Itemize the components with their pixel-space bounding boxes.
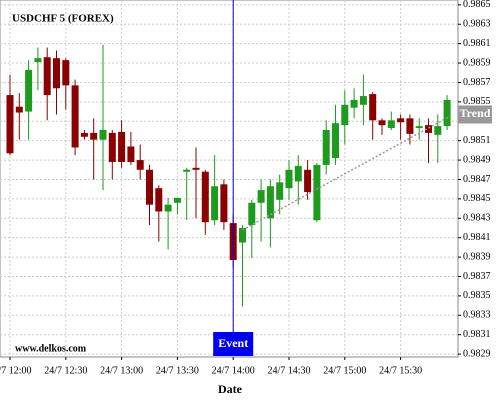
- event-label: Event: [218, 336, 248, 350]
- y-tick-label: 0.9863: [463, 19, 491, 30]
- y-tick-label: 0.9847: [463, 174, 491, 185]
- candle-body: [118, 131, 126, 163]
- trend-line: [242, 113, 454, 231]
- y-tick-label: 0.9841: [463, 232, 491, 243]
- x-tick-label: 24/7 12:30: [44, 365, 87, 376]
- candle-body: [257, 190, 265, 203]
- candle-body: [108, 132, 116, 163]
- candle-body: [248, 202, 256, 226]
- y-tick-label: 0.9859: [463, 57, 491, 68]
- trend-label-box: [458, 105, 492, 124]
- candle-body: [406, 118, 414, 134]
- candle-body: [99, 129, 107, 140]
- candle-body: [146, 169, 153, 205]
- candle-body: [183, 169, 191, 172]
- candle-body: [192, 167, 200, 170]
- candle-body: [397, 118, 405, 123]
- x-tick-label: 24/7 15:30: [379, 365, 422, 376]
- candle-body: [201, 171, 209, 223]
- candle-body: [266, 186, 274, 219]
- candle-body: [80, 132, 88, 137]
- candle-body: [341, 104, 349, 126]
- candle-body: [43, 57, 51, 96]
- candle-body: [25, 69, 33, 112]
- candle-body: [136, 160, 144, 170]
- candle-body: [369, 94, 377, 121]
- event-label-box: [213, 332, 254, 356]
- x-axis-label: Date: [218, 382, 243, 396]
- candle-body: [164, 204, 172, 212]
- candle-body: [6, 95, 14, 154]
- y-tick-label: 0.9833: [463, 310, 491, 321]
- watermark: www.delkos.com: [15, 343, 87, 354]
- x-tick-label: 24/7 13:00: [100, 365, 143, 376]
- candle-body: [15, 106, 23, 113]
- y-tick-label: 0.9843: [463, 213, 491, 224]
- y-tick-label: 0.9851: [463, 135, 491, 146]
- candle-body: [71, 85, 79, 148]
- x-tick-label: 24/7 12:00: [0, 365, 32, 376]
- candle-body: [387, 120, 395, 129]
- y-tick-label: 0.9857: [463, 77, 491, 88]
- trend-label: Trend: [460, 106, 491, 120]
- candle-body: [220, 184, 228, 223]
- candle-body: [332, 123, 339, 159]
- candle-body: [294, 165, 302, 182]
- candle-body: [211, 186, 219, 221]
- candle-body: [53, 58, 60, 89]
- candle-body: [434, 126, 442, 135]
- candle-body: [313, 164, 321, 221]
- candle-body: [276, 182, 284, 200]
- y-tick-label: 0.9849: [463, 154, 491, 165]
- chart-title: USDCHF 5 (FOREX): [12, 13, 114, 25]
- y-tick-label: 0.9861: [463, 38, 491, 49]
- candle-body: [425, 125, 432, 133]
- candle-body: [415, 126, 423, 129]
- plot-frame: [0, 0, 459, 358]
- y-tick-label: 0.9829: [463, 348, 491, 359]
- x-tick-label: 24/7 14:00: [212, 365, 255, 376]
- candle-body: [304, 169, 312, 193]
- x-tick-label: 24/7 15:00: [323, 365, 366, 376]
- candle-body: [34, 58, 42, 63]
- candle-body: [155, 188, 163, 212]
- x-tick-label: 24/7 13:30: [156, 365, 199, 376]
- candle-body: [173, 197, 181, 203]
- candle-body: [359, 96, 367, 105]
- y-tick-label: 0.9839: [463, 251, 491, 262]
- y-tick-label: 0.9855: [463, 96, 491, 107]
- candle-body: [239, 227, 246, 243]
- candle-body: [90, 132, 98, 140]
- x-tick-label: 24/7 14:30: [267, 365, 310, 376]
- candle-body: [285, 169, 293, 189]
- candle-body: [350, 99, 358, 108]
- candle-body: [127, 146, 135, 163]
- y-tick-label: 0.9837: [463, 271, 491, 282]
- candle-body: [443, 99, 451, 127]
- y-tick-label: 0.9865: [463, 0, 491, 10]
- candle-body: [378, 120, 386, 126]
- y-tick-label: 0.9835: [463, 290, 491, 301]
- candle-body: [62, 60, 70, 86]
- y-tick-label: 0.9845: [463, 193, 491, 204]
- candle-body: [322, 129, 330, 165]
- y-tick-label: 0.9831: [463, 329, 491, 340]
